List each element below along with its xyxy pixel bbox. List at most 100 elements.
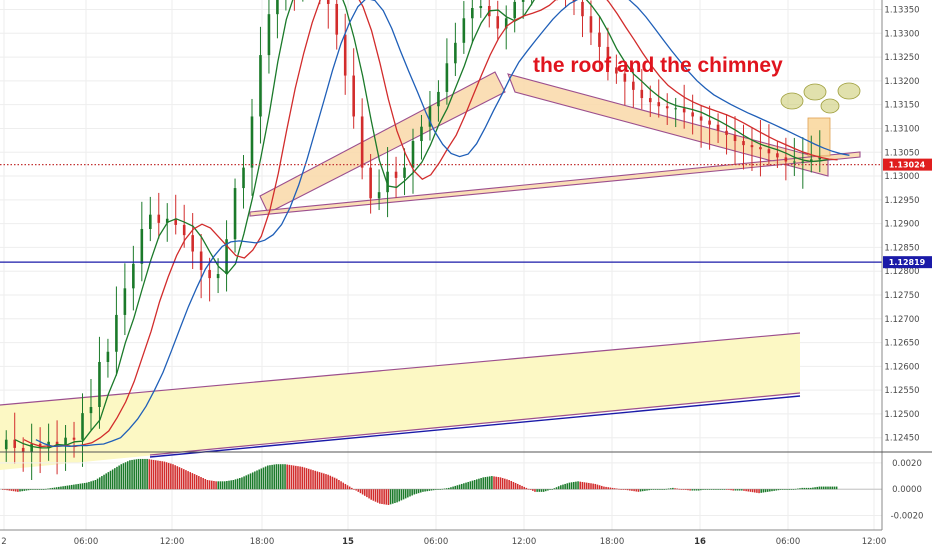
osc-bar — [131, 459, 133, 490]
osc-bar — [493, 476, 495, 490]
osc-bar — [312, 470, 314, 490]
price-tick-label: 1.13000 — [884, 172, 919, 182]
osc-bar — [187, 471, 189, 490]
candle-body — [132, 263, 135, 289]
osc-bar — [596, 484, 599, 490]
candle-body — [64, 437, 67, 446]
time-tick-label: 06:00 — [776, 537, 801, 547]
candle-body — [504, 18, 508, 29]
osc-bar — [409, 489, 411, 497]
chimney-pattern — [780, 82, 861, 157]
osc-bar — [616, 488, 618, 490]
candle-body — [462, 18, 466, 43]
osc-bar — [282, 464, 284, 490]
osc-bar — [12, 489, 15, 492]
osc-bar — [260, 468, 263, 490]
candle-body — [250, 116, 254, 168]
oscillator-pane: 0.0020 0.0000 -0.0020 — [0, 459, 923, 522]
osc-bar — [456, 485, 459, 490]
osc-bar — [60, 486, 62, 490]
osc-bar — [204, 479, 207, 490]
osc-bar — [195, 475, 198, 490]
time-tick-label: 18:00 — [250, 537, 275, 547]
price-tick-label: 1.12500 — [884, 410, 919, 420]
price-tick-label: 1.12550 — [884, 386, 919, 396]
roof-pattern — [249, 71, 861, 217]
osc-bar — [124, 462, 127, 490]
osc-bar — [469, 481, 472, 490]
time-tick-label: 12:00 — [160, 537, 185, 547]
candle-body — [259, 55, 262, 117]
channel-upper-edge — [0, 332, 801, 406]
osc-bar — [829, 486, 831, 490]
osc-bar — [749, 489, 752, 492]
candle-body — [335, 3, 339, 35]
osc-bar — [353, 489, 355, 490]
osc-bar — [351, 487, 353, 490]
osc-bar — [665, 488, 668, 490]
price-tick-label: 1.13200 — [884, 77, 919, 87]
osc-bar — [463, 483, 465, 490]
osc-bar — [460, 483, 463, 490]
osc-bar — [420, 489, 422, 493]
osc-bar — [516, 483, 519, 490]
osc-bar — [10, 489, 13, 491]
candle-body — [386, 171, 389, 193]
osc-bar — [217, 481, 220, 490]
osc-bar — [366, 489, 368, 498]
price-badge — [883, 256, 932, 269]
chart-annotation: the roof and the chimney — [533, 54, 783, 77]
osc-bar — [318, 472, 321, 490]
price-tick-label: 1.12700 — [884, 315, 919, 325]
osc-bar — [700, 489, 702, 491]
candle-body — [623, 73, 627, 82]
time-tick-label: 2 — [1, 537, 6, 547]
osc-bar — [775, 489, 778, 491]
osc-bar — [53, 487, 56, 490]
candle-body — [148, 214, 152, 229]
candle-body — [759, 147, 762, 150]
osc-bar — [316, 471, 319, 490]
osc-bar — [812, 487, 814, 490]
osc-bar — [407, 489, 409, 498]
osc-bar — [544, 489, 547, 492]
osc-bar — [702, 489, 704, 490]
osc-bar — [549, 489, 551, 490]
osc-bar — [415, 489, 418, 494]
osc-bar — [618, 488, 620, 490]
smoke-puff — [837, 82, 861, 100]
osc-bar — [792, 489, 795, 490]
osc-bar — [331, 476, 334, 490]
candle-body — [352, 75, 355, 117]
osc-bar — [387, 489, 390, 505]
osc-bar — [146, 458, 148, 490]
osc-bar — [497, 477, 500, 490]
osc-bar — [200, 477, 202, 490]
time-tick-label: 12:00 — [512, 537, 537, 547]
osc-bar — [27, 489, 30, 491]
osc-bar — [170, 463, 172, 490]
osc-bar — [92, 480, 95, 490]
osc-bar — [348, 486, 351, 490]
candle-body — [454, 42, 457, 64]
osc-bar — [719, 489, 722, 490]
osc-bar — [256, 470, 258, 490]
osc-bar — [807, 487, 810, 490]
osc-bar — [333, 477, 336, 490]
candle-body — [615, 67, 618, 74]
osc-bar — [303, 467, 306, 490]
osc-bar — [736, 489, 739, 491]
osc-bar — [288, 464, 291, 490]
osc-bar — [325, 474, 327, 490]
osc-bar — [161, 461, 163, 490]
osc-bar — [424, 489, 426, 492]
osc-bar — [23, 489, 26, 491]
osc-bar — [519, 484, 521, 490]
osc-bar — [790, 489, 793, 490]
osc-bar — [532, 489, 534, 491]
candle-body — [225, 239, 228, 275]
osc-bar — [167, 462, 170, 490]
osc-bar — [781, 489, 784, 490]
candle-body — [589, 16, 593, 33]
candle-body — [640, 89, 644, 99]
